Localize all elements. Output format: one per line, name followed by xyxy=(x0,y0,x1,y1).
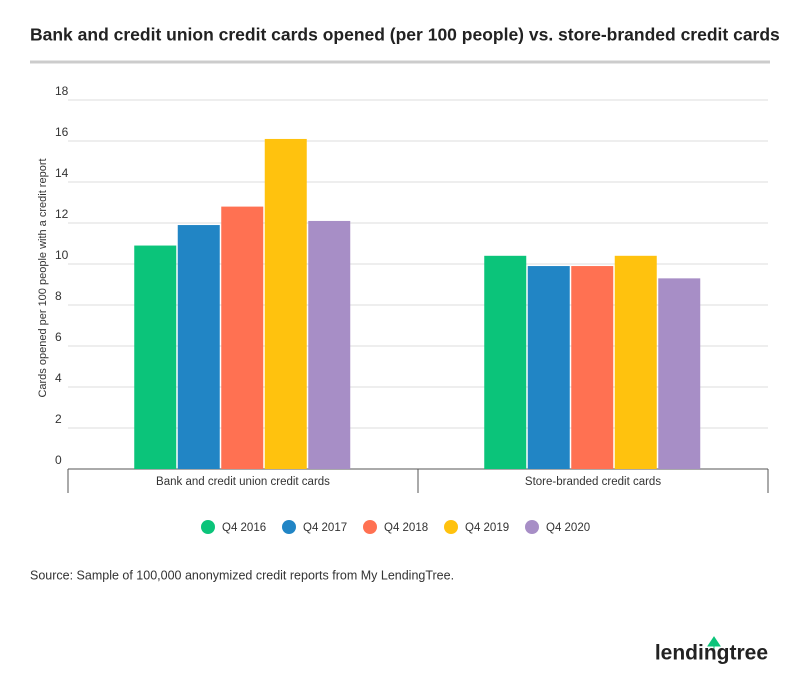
bar xyxy=(614,255,657,469)
source-note: Source: Sample of 100,000 anonymized cre… xyxy=(30,568,454,582)
y-tick-label: 8 xyxy=(55,289,62,303)
y-tick-label: 12 xyxy=(55,207,69,221)
x-tick-label: Store-branded credit cards xyxy=(525,476,661,488)
bar xyxy=(527,266,570,469)
bar xyxy=(221,206,264,469)
y-tick-label: 6 xyxy=(55,330,62,344)
bar xyxy=(571,266,614,469)
y-tick-label: 2 xyxy=(55,412,62,426)
legend-label: Q4 2018 xyxy=(384,522,428,534)
bar xyxy=(484,255,527,469)
legend-swatch xyxy=(201,520,215,534)
y-tick-label: 4 xyxy=(55,371,62,385)
legend-swatch xyxy=(444,520,458,534)
y-tick-label: 16 xyxy=(55,125,69,139)
legend-swatch xyxy=(282,520,296,534)
bar xyxy=(308,220,351,469)
bar xyxy=(177,225,220,469)
y-tick-label: 18 xyxy=(55,84,69,98)
logo: lendingtree xyxy=(655,642,768,665)
y-tick-label: 14 xyxy=(55,166,69,180)
logo-icon xyxy=(707,636,721,650)
bar xyxy=(134,245,177,469)
y-tick-label: 10 xyxy=(55,248,69,262)
legend-swatch xyxy=(525,520,539,534)
legend-swatch xyxy=(363,520,377,534)
bar xyxy=(658,278,701,469)
y-tick-label: 0 xyxy=(55,453,62,467)
legend-label: Q4 2019 xyxy=(465,522,509,534)
bar xyxy=(264,138,307,469)
x-tick-label: Bank and credit union credit cards xyxy=(156,476,330,488)
y-axis-label: Cards opened per 100 people with a credi… xyxy=(37,158,49,397)
legend-label: Q4 2020 xyxy=(546,522,590,534)
legend-label: Q4 2017 xyxy=(303,522,347,534)
chart-title: Bank and credit union credit cards opene… xyxy=(30,25,780,45)
legend-label: Q4 2016 xyxy=(222,522,266,534)
